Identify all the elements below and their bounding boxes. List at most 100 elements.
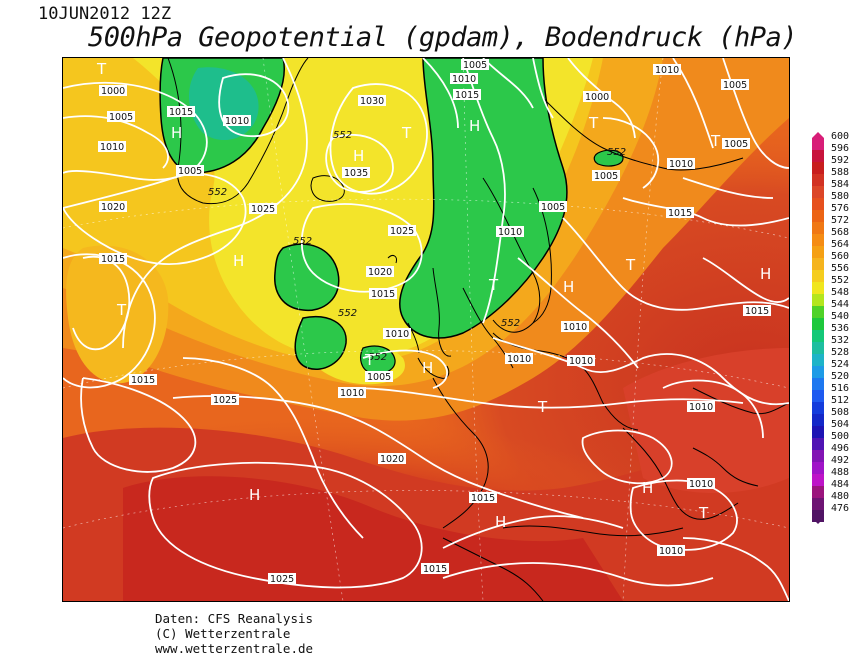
svg-text:1010: 1010: [563, 322, 587, 333]
cutoff-atlantic-2: [294, 316, 347, 370]
field-east-584: [623, 348, 789, 493]
svg-text:1000: 1000: [101, 86, 125, 97]
svg-text:1030: 1030: [360, 96, 384, 107]
high-centre: H: [469, 117, 480, 135]
isobar-label: 1010: [383, 328, 411, 340]
legend-label: 576: [831, 203, 850, 214]
geopotential-label: 552: [333, 130, 352, 141]
legend-label: 596: [831, 143, 850, 154]
legend-top-arrow: [812, 132, 824, 138]
legend-swatch: [812, 462, 824, 474]
high-centre: H: [233, 252, 244, 270]
geopotential-label: 552: [208, 187, 227, 198]
svg-text:1010: 1010: [689, 402, 713, 413]
analysis-datetime: 10JUN2012 12Z: [38, 4, 172, 24]
legend-swatch: [812, 186, 824, 198]
isobar-label: 1010: [657, 545, 685, 557]
legend-label: 528: [831, 347, 850, 358]
legend-label: 532: [831, 335, 850, 346]
legend-label: 580: [831, 191, 850, 202]
svg-text:1015: 1015: [101, 254, 125, 265]
cutoff-atlantic: [274, 243, 340, 312]
low-centre: T: [710, 132, 721, 150]
isobar-label: 1005: [592, 170, 620, 182]
low-centre: T: [401, 124, 412, 142]
svg-text:1010: 1010: [689, 479, 713, 490]
weather-map[interactable]: 1000 1005 1010 1015 1020 1025 1030 1035 …: [62, 57, 790, 602]
isobar-label: 1010: [567, 355, 595, 367]
low-centre: T: [588, 114, 599, 132]
legend-swatch: [812, 234, 824, 246]
legend-swatch: [812, 306, 824, 318]
svg-text:1010: 1010: [498, 227, 522, 238]
legend-swatch: [812, 198, 824, 210]
legend-swatch: [812, 450, 824, 462]
low-centre: T: [96, 60, 107, 78]
svg-text:1025: 1025: [213, 395, 237, 406]
legend-swatch: [812, 414, 824, 426]
high-centre: H: [422, 359, 433, 377]
legend-swatch: [812, 426, 824, 438]
legend-label: 592: [831, 155, 850, 166]
isobar-label: 1010: [505, 353, 533, 365]
svg-text:1015: 1015: [371, 289, 395, 300]
svg-text:1010: 1010: [100, 142, 124, 153]
legend-swatch: [812, 222, 824, 234]
high-centre: H: [495, 513, 506, 531]
credits-block: Daten: CFS Reanalysis (C) Wetterzentrale…: [155, 611, 313, 656]
legend-label: 484: [831, 479, 850, 490]
legend-label: 600: [831, 131, 850, 142]
geopotential-label: 552: [293, 236, 312, 247]
low-centre: T: [116, 301, 127, 319]
svg-text:1025: 1025: [390, 226, 414, 237]
svg-text:1015: 1015: [471, 493, 495, 504]
legend-label: 504: [831, 419, 850, 430]
isobar-label: 1005: [107, 111, 135, 123]
svg-text:1005: 1005: [541, 202, 565, 213]
isobar-label: 1005: [722, 138, 750, 150]
legend-label: 496: [831, 443, 850, 454]
legend-label: 540: [831, 311, 850, 322]
isobar-label: 1035: [342, 167, 370, 179]
low-centre: T: [364, 351, 375, 369]
map-canvas: 1000 1005 1010 1015 1020 1025 1030 1035 …: [63, 58, 789, 601]
svg-text:1015: 1015: [668, 208, 692, 219]
isobar-label: 1010: [450, 73, 478, 85]
svg-text:1010: 1010: [452, 74, 476, 85]
svg-text:1010: 1010: [385, 329, 409, 340]
svg-text:1005: 1005: [594, 171, 618, 182]
isobar-label: 1030: [358, 95, 386, 107]
legend-label: 536: [831, 323, 850, 334]
legend-label: 500: [831, 431, 850, 442]
svg-text:1015: 1015: [745, 306, 769, 317]
svg-text:1025: 1025: [251, 204, 275, 215]
credits-website[interactable]: www.wetterzentrale.de: [155, 641, 314, 656]
geopotential-label: 552: [338, 308, 357, 319]
legend-bar: [812, 132, 824, 524]
svg-text:1010: 1010: [507, 354, 531, 365]
isobar-label: 1015: [167, 106, 195, 118]
legend-swatch: [812, 270, 824, 282]
svg-text:1005: 1005: [109, 112, 133, 123]
high-centre: H: [642, 479, 653, 497]
isobar-label: 1005: [539, 201, 567, 213]
isobar-label: 1015: [469, 492, 497, 504]
svg-text:1020: 1020: [380, 454, 404, 465]
legend-swatch: [812, 390, 824, 402]
svg-text:1025: 1025: [270, 574, 294, 585]
svg-text:1020: 1020: [368, 267, 392, 278]
isobar-label: 1010: [338, 387, 366, 399]
geopotential-label-group: 552 552 552 552 552 552 552 552: [208, 130, 626, 363]
svg-text:1010: 1010: [225, 116, 249, 127]
low-centre: T: [698, 504, 709, 522]
high-centre: H: [563, 278, 574, 296]
legend-swatch: [812, 150, 824, 162]
legend-swatch: [812, 402, 824, 414]
legend-label: 520: [831, 371, 850, 382]
legend-swatch: [812, 474, 824, 486]
isobar-label: 1000: [99, 85, 127, 97]
legend-label: 584: [831, 179, 850, 190]
legend-label: 516: [831, 383, 850, 394]
svg-text:1020: 1020: [101, 202, 125, 213]
svg-text:1005: 1005: [724, 139, 748, 150]
